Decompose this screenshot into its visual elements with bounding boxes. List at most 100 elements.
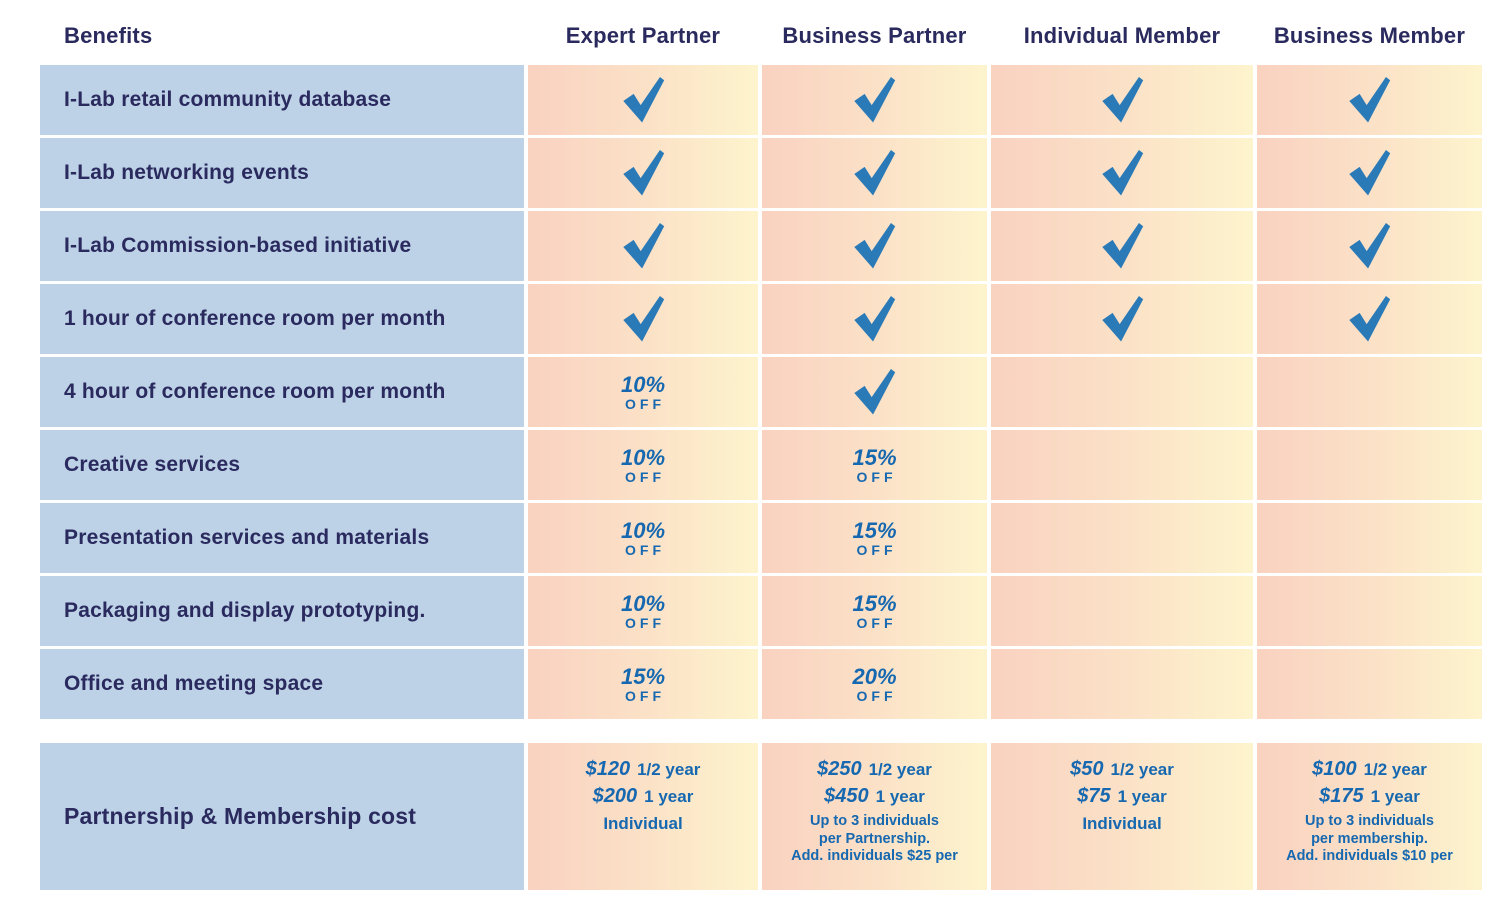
benefit-value-cell-individual-member bbox=[991, 284, 1253, 354]
check-icon bbox=[1349, 295, 1391, 342]
benefit-value-cell-business-partner bbox=[762, 65, 987, 135]
price-term: 1 year bbox=[644, 787, 694, 806]
benefit-value-cell-expert-partner: 10% OFF bbox=[528, 357, 758, 427]
pricing-cell-business-member: $100 1/2 year $175 1 year Up to 3 individual… bbox=[1257, 743, 1482, 890]
check-icon bbox=[854, 222, 896, 269]
price-note: Up to 3 individuals bbox=[810, 813, 939, 829]
benefit-value-cell-expert-partner bbox=[528, 138, 758, 208]
price-term: 1/2 year bbox=[1110, 760, 1174, 779]
price-line: $175 1 year bbox=[1257, 783, 1482, 810]
benefit-value-cell-individual-member bbox=[991, 65, 1253, 135]
benefits-column-header: Benefits bbox=[64, 23, 153, 48]
benefit-label: 4 hour of conference room per month bbox=[40, 357, 524, 427]
column-header-business-member: Business Member bbox=[1273, 23, 1466, 48]
discount-off-label: OFF bbox=[856, 614, 897, 631]
benefit-value-cell-business-member bbox=[1257, 65, 1482, 135]
benefit-value-cell-business-member bbox=[1257, 138, 1482, 208]
price-line: $120 1/2 year bbox=[528, 756, 758, 783]
price-note: per Partnership. bbox=[818, 830, 931, 847]
benefit-value-cell-individual-member bbox=[991, 503, 1253, 573]
check-icon bbox=[854, 368, 896, 415]
check-icon bbox=[854, 295, 896, 342]
benefit-value-cell-business-member bbox=[1257, 430, 1482, 500]
price-notes: Up to 3 individuals per membership. Add. i… bbox=[1257, 813, 1482, 866]
benefit-value-cell-expert-partner: 10% OFF bbox=[528, 430, 758, 500]
discount-off-label: OFF bbox=[856, 468, 897, 485]
price-term: 1/2 year bbox=[868, 760, 932, 779]
discount-off-label: OFF bbox=[625, 541, 665, 558]
discount-off-label: OFF bbox=[856, 687, 897, 704]
price-note: Up to 3 individuals bbox=[1305, 813, 1434, 829]
price-term: 1 year bbox=[875, 787, 925, 806]
price-amount: $100 bbox=[1312, 758, 1357, 780]
check-icon bbox=[1101, 222, 1143, 269]
benefit-value-cell-expert-partner: 10% OFF bbox=[528, 576, 758, 646]
column-header-individual-member: Individual Member bbox=[1023, 23, 1221, 48]
discount-percent: 20% bbox=[852, 663, 897, 689]
price-amount: $250 bbox=[817, 758, 862, 780]
check-icon bbox=[854, 149, 896, 196]
pricing-cell-expert-partner: $120 1/2 year $200 1 year Individual bbox=[528, 743, 758, 890]
benefit-value-cell-business-partner: 15% OFF bbox=[762, 503, 987, 573]
pricing-cell-individual-member: $50 1/2 year $75 1 year Individual bbox=[991, 743, 1253, 890]
check-icon bbox=[1349, 222, 1391, 269]
benefits-table: Benefits Expert Partner Business Partner… bbox=[40, 0, 1482, 719]
check-icon bbox=[1101, 76, 1143, 123]
benefit-value-cell-individual-member bbox=[991, 576, 1253, 646]
price-note: Add. individuals $25 per bbox=[791, 848, 958, 864]
benefit-value-cell-individual-member bbox=[991, 357, 1253, 427]
benefit-value-cell-business-member bbox=[1257, 211, 1482, 281]
benefit-value-cell-business-partner bbox=[762, 357, 987, 427]
benefit-value-cell-business-member bbox=[1257, 649, 1482, 719]
discount-off-label: OFF bbox=[856, 541, 897, 558]
discount-percent: 10% bbox=[620, 371, 666, 397]
benefit-label: I-Lab networking events bbox=[40, 138, 524, 208]
price-line: $450 1 year bbox=[762, 783, 987, 810]
benefit-value-cell-expert-partner bbox=[528, 65, 758, 135]
check-icon bbox=[622, 295, 664, 342]
price-term: 1 year bbox=[1117, 787, 1167, 806]
discount-percent: 10% bbox=[620, 590, 666, 616]
benefit-value-cell-expert-partner: 10% OFF bbox=[528, 503, 758, 573]
price-line: $75 1 year bbox=[991, 783, 1253, 810]
price-notes: Individual bbox=[528, 810, 758, 837]
benefit-value-cell-business-partner bbox=[762, 138, 987, 208]
discount-percent: 10% bbox=[620, 444, 666, 470]
price-notes: Individual bbox=[991, 810, 1253, 837]
column-header-business-partner: Business Partner bbox=[782, 23, 967, 48]
pricing-cell-business-partner: $250 1/2 year $450 1 year Up to 3 individual… bbox=[762, 743, 987, 890]
price-amount: $175 bbox=[1319, 785, 1364, 807]
benefit-value-cell-expert-partner bbox=[528, 211, 758, 281]
benefit-label: I-Lab retail community database bbox=[40, 65, 524, 135]
check-icon bbox=[854, 76, 896, 123]
benefit-value-cell-business-member bbox=[1257, 284, 1482, 354]
benefit-value-cell-individual-member bbox=[991, 649, 1253, 719]
benefit-value-cell-business-partner bbox=[762, 211, 987, 281]
price-line: $100 1/2 year bbox=[1257, 756, 1482, 783]
benefit-label: 1 hour of conference room per month bbox=[40, 284, 524, 354]
benefit-label: Presentation services and materials bbox=[40, 503, 524, 573]
price-note: Individual bbox=[1082, 814, 1162, 833]
price-notes: Up to 3 individuals per Partnership. Add. … bbox=[762, 813, 987, 866]
check-icon bbox=[622, 222, 664, 269]
check-icon bbox=[1349, 149, 1391, 196]
check-icon bbox=[622, 76, 664, 123]
benefit-value-cell-business-partner: 20% OFF bbox=[762, 649, 987, 719]
discount-off-label: OFF bbox=[625, 614, 665, 631]
price-note: per membership. bbox=[1311, 830, 1428, 847]
benefit-value-cell-expert-partner: 15% OFF bbox=[528, 649, 758, 719]
benefit-label: Packaging and display prototyping. bbox=[40, 576, 524, 646]
discount-percent: 15% bbox=[852, 517, 897, 543]
price-line: $200 1 year bbox=[528, 783, 758, 810]
benefit-value-cell-business-partner bbox=[762, 284, 987, 354]
price-line: $250 1/2 year bbox=[762, 756, 987, 783]
column-header-expert-partner: Expert Partner bbox=[565, 23, 721, 48]
benefit-value-cell-individual-member bbox=[991, 430, 1253, 500]
benefit-value-cell-individual-member bbox=[991, 211, 1253, 281]
discount-off-label: OFF bbox=[625, 395, 665, 412]
check-icon bbox=[1349, 76, 1391, 123]
price-amount: $450 bbox=[824, 785, 869, 807]
benefit-value-cell-individual-member bbox=[991, 138, 1253, 208]
price-amount: $50 bbox=[1070, 758, 1104, 780]
benefit-value-cell-expert-partner bbox=[528, 284, 758, 354]
